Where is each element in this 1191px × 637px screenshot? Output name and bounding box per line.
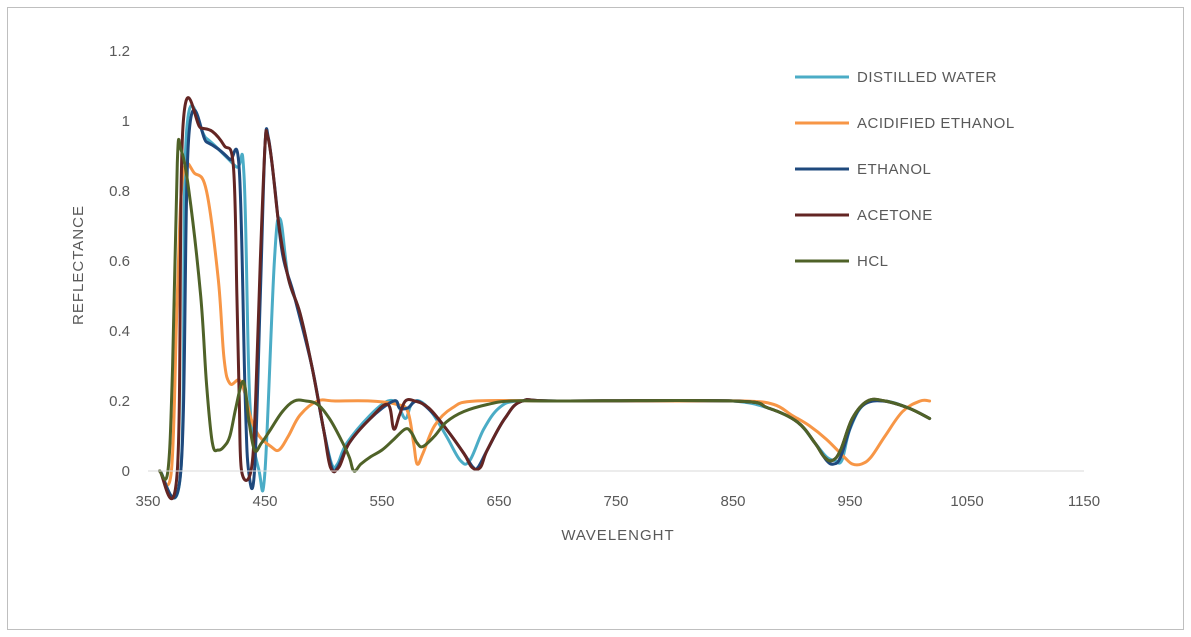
y-tick-label: 1.2 <box>109 43 130 60</box>
series-line-acidified-ethanol <box>158 161 932 487</box>
y-tick-label: 0.4 <box>109 323 130 340</box>
legend: DISTILLED WATER ACIDIFIED ETHANOL ETHANOL A… <box>795 69 1015 270</box>
x-tick-label: 450 <box>252 493 277 510</box>
y-tick-label: 0.8 <box>109 183 130 200</box>
series-line-distilled-water <box>158 103 932 500</box>
legend-label: ETHANOL <box>857 161 931 178</box>
series-line-hcl <box>158 137 932 481</box>
x-tick-label: 950 <box>837 493 862 510</box>
y-tick-label: 0 <box>122 463 130 480</box>
series-line-acetone <box>158 96 932 501</box>
y-tick-labels: 0 0.2 0.4 0.6 0.8 1 1.2 <box>109 43 130 480</box>
chart-frame: 350 450 550 650 750 850 950 1050 1150 0 0.2 0.4 0.6… <box>7 7 1184 630</box>
x-tick-label: 550 <box>369 493 394 510</box>
y-tick-label: 1 <box>122 113 130 130</box>
x-tick-label: 650 <box>486 493 511 510</box>
x-tick-label: 1150 <box>1068 493 1100 510</box>
legend-label: ACIDIFIED ETHANOL <box>857 115 1015 132</box>
x-axis-title: WAVELENGHT <box>561 527 674 544</box>
y-tick-label: 0.6 <box>109 253 130 270</box>
plot-lines <box>158 96 932 501</box>
line-chart: 350 450 550 650 750 850 950 1050 1150 0 0.2 0.4 0.6… <box>70 43 1100 544</box>
x-tick-label: 750 <box>603 493 628 510</box>
legend-label: HCL <box>857 253 889 270</box>
x-tick-label: 850 <box>720 493 745 510</box>
y-axis-title: REFLECTANCE <box>70 205 87 325</box>
y-tick-label: 0.2 <box>109 393 130 410</box>
legend-label: DISTILLED WATER <box>857 69 997 86</box>
legend-label: ACETONE <box>857 207 933 224</box>
x-tick-labels: 350 450 550 650 750 850 950 1050 1150 <box>135 493 1100 510</box>
x-tick-label: 350 <box>135 493 160 510</box>
x-tick-label: 1050 <box>950 493 983 510</box>
